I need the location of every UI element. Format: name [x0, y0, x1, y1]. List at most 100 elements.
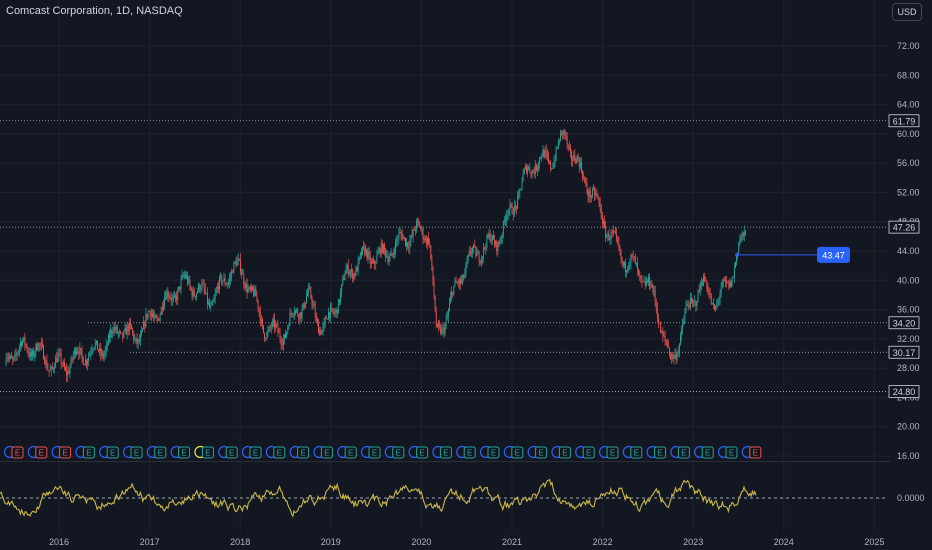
- candle-body: [735, 262, 736, 268]
- price-callout[interactable]: 43.47: [735, 246, 850, 263]
- candle-body: [638, 269, 640, 273]
- level-tag-label: 30.17: [893, 348, 916, 358]
- earnings-marker[interactable]: E: [170, 445, 191, 459]
- earnings-marker[interactable]: E: [479, 445, 500, 459]
- earnings-symbol: E: [158, 449, 163, 458]
- candle-body: [198, 284, 200, 291]
- level-tag-box: [888, 220, 920, 234]
- candle-body: [28, 353, 30, 357]
- earnings-marker[interactable]: E: [432, 445, 452, 459]
- candle-body: [199, 284, 201, 291]
- candle-body: [343, 278, 345, 280]
- earnings-marker[interactable]: E: [456, 445, 476, 459]
- candle-body: [190, 286, 192, 290]
- earnings-marker[interactable]: E: [622, 445, 643, 459]
- earnings-marker[interactable]: E: [241, 445, 262, 459]
- candle-body: [292, 314, 294, 316]
- earnings-marker[interactable]: E: [503, 445, 524, 459]
- candle-body: [636, 263, 637, 265]
- candle-body: [130, 322, 131, 325]
- earnings-marker[interactable]: E: [122, 445, 143, 459]
- earnings-marker[interactable]: E: [598, 445, 619, 459]
- horizontal-levels[interactable]: [0, 120, 888, 392]
- candle-body: [77, 351, 79, 353]
- earnings-symbol: E: [729, 449, 734, 458]
- callout-label: 43.47: [822, 250, 845, 260]
- symbol-title[interactable]: Comcast Corporation, 1D, NASDAQ: [6, 5, 183, 17]
- earnings-marker[interactable]: E: [575, 445, 595, 459]
- candle-body: [407, 242, 409, 247]
- candle-body: [248, 287, 250, 290]
- earnings-badge: [297, 446, 310, 459]
- earnings-marker[interactable]: E: [3, 445, 24, 459]
- candle-body: [733, 267, 735, 277]
- candle-body: [59, 353, 61, 354]
- price-tick-label: 68.00: [897, 70, 920, 80]
- earnings-marker[interactable]: E: [218, 445, 238, 459]
- earnings-marker[interactable]: E: [384, 445, 405, 459]
- earnings-badge: [320, 446, 333, 459]
- candle-body: [68, 371, 70, 374]
- candle-body: [355, 267, 357, 276]
- candle-body: [189, 279, 191, 287]
- candle-body: [561, 130, 563, 133]
- earnings-marker[interactable]: E: [551, 445, 571, 459]
- earnings-marker[interactable]: E: [408, 445, 429, 459]
- earnings-marker[interactable]: E: [99, 445, 119, 459]
- candle-body: [614, 231, 615, 232]
- candle-body: [36, 343, 38, 350]
- candle-body: [523, 168, 525, 174]
- candle-body: [429, 242, 431, 246]
- candle-body: [656, 308, 658, 320]
- earnings-marker[interactable]: E: [51, 445, 72, 459]
- earnings-marker[interactable]: E: [313, 445, 333, 459]
- candle-body: [32, 351, 33, 357]
- earnings-marker[interactable]: E: [694, 445, 714, 459]
- price-tick-label: 52.00: [897, 187, 920, 197]
- candle-body: [230, 277, 231, 279]
- candle-body: [385, 249, 387, 257]
- time-axis[interactable]: 2016 2017 2018 2019 2020 2021 2022 2023 2024 2025: [49, 537, 884, 547]
- earnings-marker[interactable]: E: [360, 445, 381, 459]
- candle-body: [76, 351, 77, 355]
- earnings-marker[interactable]: E: [146, 445, 167, 459]
- earnings-marker[interactable]: E: [717, 445, 738, 459]
- candle-body: [649, 276, 651, 286]
- earnings-marker[interactable]: E: [337, 445, 357, 459]
- currency-button[interactable]: USD: [892, 3, 922, 21]
- candle-body: [282, 339, 284, 346]
- candle-body: [82, 356, 84, 365]
- earnings-marker[interactable]: E: [741, 445, 762, 459]
- candle-body: [171, 297, 173, 301]
- candle-body: [252, 286, 253, 290]
- candle-body: [465, 264, 467, 273]
- candle-body: [134, 339, 136, 341]
- candle-body: [73, 349, 75, 355]
- earnings-marker[interactable]: E: [75, 445, 95, 459]
- candle-body: [483, 247, 484, 257]
- earnings-marker[interactable]: E: [646, 445, 667, 459]
- earnings-marker[interactable]: E: [289, 445, 310, 459]
- candle-body: [205, 292, 207, 294]
- earnings-marker[interactable]: E: [527, 445, 548, 459]
- callout-label-box[interactable]: [817, 246, 850, 263]
- earnings-badge: [130, 446, 143, 459]
- candle-body: [353, 273, 355, 279]
- earnings-marker[interactable]: E: [27, 445, 48, 459]
- candle-body: [264, 332, 266, 339]
- candle-body: [320, 330, 322, 335]
- candle-body: [480, 258, 482, 263]
- price-tick-label: 72.00: [897, 41, 920, 51]
- candle-body: [556, 147, 558, 149]
- time-tick-label: 2024: [774, 537, 794, 547]
- candle-body: [108, 335, 109, 346]
- earnings-badge: [82, 446, 95, 459]
- earnings-marker[interactable]: E: [670, 445, 690, 459]
- price-axis[interactable]: 72.0068.0064.0060.0056.0052.0048.0044.00…: [897, 41, 920, 461]
- earnings-marker[interactable]: E: [265, 445, 286, 459]
- candle-body: [112, 332, 114, 334]
- candle-body: [369, 255, 371, 264]
- earnings-marker[interactable]: E: [194, 445, 214, 459]
